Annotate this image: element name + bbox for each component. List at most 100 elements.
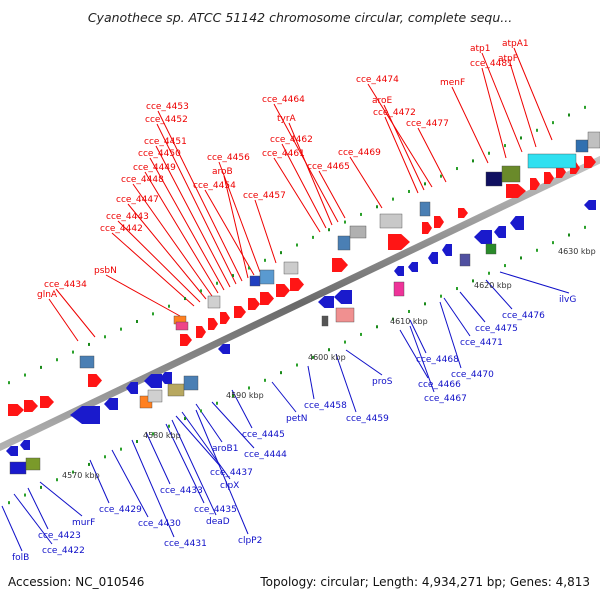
forward-gene-arrow <box>88 374 102 387</box>
tick-mark <box>376 205 378 209</box>
gene-label-ilvG: ilvG <box>559 295 576 305</box>
reverse-gene-arrow <box>510 216 524 230</box>
scale-label: 4590 kbp <box>226 391 264 400</box>
tick-mark <box>472 159 474 163</box>
callout-line-fwd <box>509 62 537 148</box>
tick-mark <box>312 355 314 359</box>
forward-gene-arrow <box>276 284 290 297</box>
other-feature-box <box>283 261 299 275</box>
tick-mark <box>520 256 522 260</box>
callout-line-fwd <box>513 47 553 141</box>
tick-mark <box>88 342 90 346</box>
other-feature-box <box>249 275 261 287</box>
tick-mark <box>232 274 234 278</box>
callout-line-rev <box>111 449 149 518</box>
tick-mark <box>440 174 442 178</box>
callout-line-rev <box>409 319 427 354</box>
tick-mark <box>328 228 330 232</box>
forward-gene-arrow <box>248 298 260 310</box>
callout-line-rev <box>181 411 231 480</box>
callout-line-fwd <box>149 157 225 291</box>
callout-line-rev <box>211 401 255 449</box>
gene-label-cce_4422: cce_4422 <box>42 546 85 556</box>
gene-label-aroB: aroB <box>212 167 233 177</box>
gene-label-cce_4461: cce_4461 <box>262 149 305 159</box>
reverse-gene-arrow <box>126 382 138 394</box>
tick-mark <box>568 113 570 117</box>
reverse-gene-arrow <box>160 372 172 384</box>
tick-mark <box>184 297 186 301</box>
tick-mark <box>584 105 586 109</box>
tick-mark <box>200 409 202 413</box>
gene-label-cce_4462: cce_4462 <box>270 135 313 145</box>
callout-line-rev <box>175 415 221 467</box>
gene-label-cce_4475: cce_4475 <box>475 324 518 334</box>
gene-label-psbN: psbN <box>94 266 117 276</box>
gene-label-cce_4472: cce_4472 <box>373 108 416 118</box>
scale-label: 4570 kbp <box>62 471 100 480</box>
tick-mark <box>232 394 234 398</box>
tick-mark <box>408 189 410 193</box>
callout-line-fwd <box>157 110 243 282</box>
reverse-gene-arrow <box>218 344 230 354</box>
map-title: Cyanothece sp. ATCC 51142 chromosome cir… <box>87 10 513 25</box>
forward-gene-arrow <box>458 208 468 218</box>
callout-line-rev <box>1 505 23 552</box>
callout-line-rev <box>499 271 570 294</box>
callout-line-rev <box>39 481 83 517</box>
accession-text: Accession: NC_010546 <box>8 575 145 589</box>
tick-mark <box>104 335 106 339</box>
reverse-gene-arrow <box>428 252 438 264</box>
gene-label-cce_4430: cce_4430 <box>138 519 181 529</box>
other-feature-box <box>259 269 275 285</box>
tick-mark <box>312 235 314 239</box>
callout-line-rev <box>131 439 175 538</box>
other-feature-box <box>527 153 577 169</box>
callout-line-rev <box>409 325 435 393</box>
tick-mark <box>216 401 218 405</box>
chromosome-backbone <box>0 155 600 452</box>
scale-labels: 4570 kbp 4580 kbp 4590 kbp 4600 kbp 4610 kbp… <box>62 247 596 480</box>
callout-lines <box>1 47 570 552</box>
gene-label-cce_4481: cce_4481 <box>470 59 513 69</box>
callout-line-rev <box>335 353 357 413</box>
callout-line-fwd <box>383 104 425 191</box>
tick-mark <box>24 373 26 377</box>
tick-mark <box>152 312 154 316</box>
gene-label-murF: murF <box>72 518 95 528</box>
callout-line-fwd <box>48 298 79 342</box>
reverse-gene-arrow <box>584 200 596 210</box>
tick-mark <box>136 319 138 323</box>
other-feature-box <box>79 355 95 369</box>
tick-mark <box>72 350 74 354</box>
gene-features <box>6 131 600 475</box>
gene-label-cce_4444: cce_4444 <box>244 450 287 460</box>
gene-label-cce_4449: cce_4449 <box>133 163 176 173</box>
gene-label-atp1: atp1 <box>470 44 490 54</box>
gene-label-cce_4465: cce_4465 <box>307 162 350 172</box>
gene-label-cce_4437: cce_4437 <box>210 468 253 478</box>
gene-label-cce_4435: cce_4435 <box>194 505 237 515</box>
tick-mark <box>360 212 362 216</box>
tick-mark <box>72 470 74 474</box>
reverse-gene-arrow <box>494 226 506 238</box>
callout-line-rev <box>195 409 249 535</box>
tick-mark <box>472 279 474 283</box>
reverse-gene-arrow <box>474 230 492 244</box>
tick-mark <box>168 424 170 428</box>
other-feature-box <box>175 321 189 331</box>
callout-line-rev <box>439 301 462 369</box>
callout-line-fwd <box>318 170 346 219</box>
tick-mark <box>56 478 58 482</box>
other-feature-box <box>379 213 403 229</box>
callout-line-rev <box>231 389 253 429</box>
reverse-gene-arrow <box>144 374 162 388</box>
callout-line-fwd <box>55 288 96 338</box>
tick-mark <box>536 128 538 132</box>
gene-label-cce_4450: cce_4450 <box>138 149 181 159</box>
gene-label-clpP2: clpP2 <box>238 536 262 546</box>
scale-label: 4630 kbp <box>558 247 596 256</box>
tick-mark <box>344 220 346 224</box>
gene-label-aroB1: aroB1 <box>212 444 238 454</box>
